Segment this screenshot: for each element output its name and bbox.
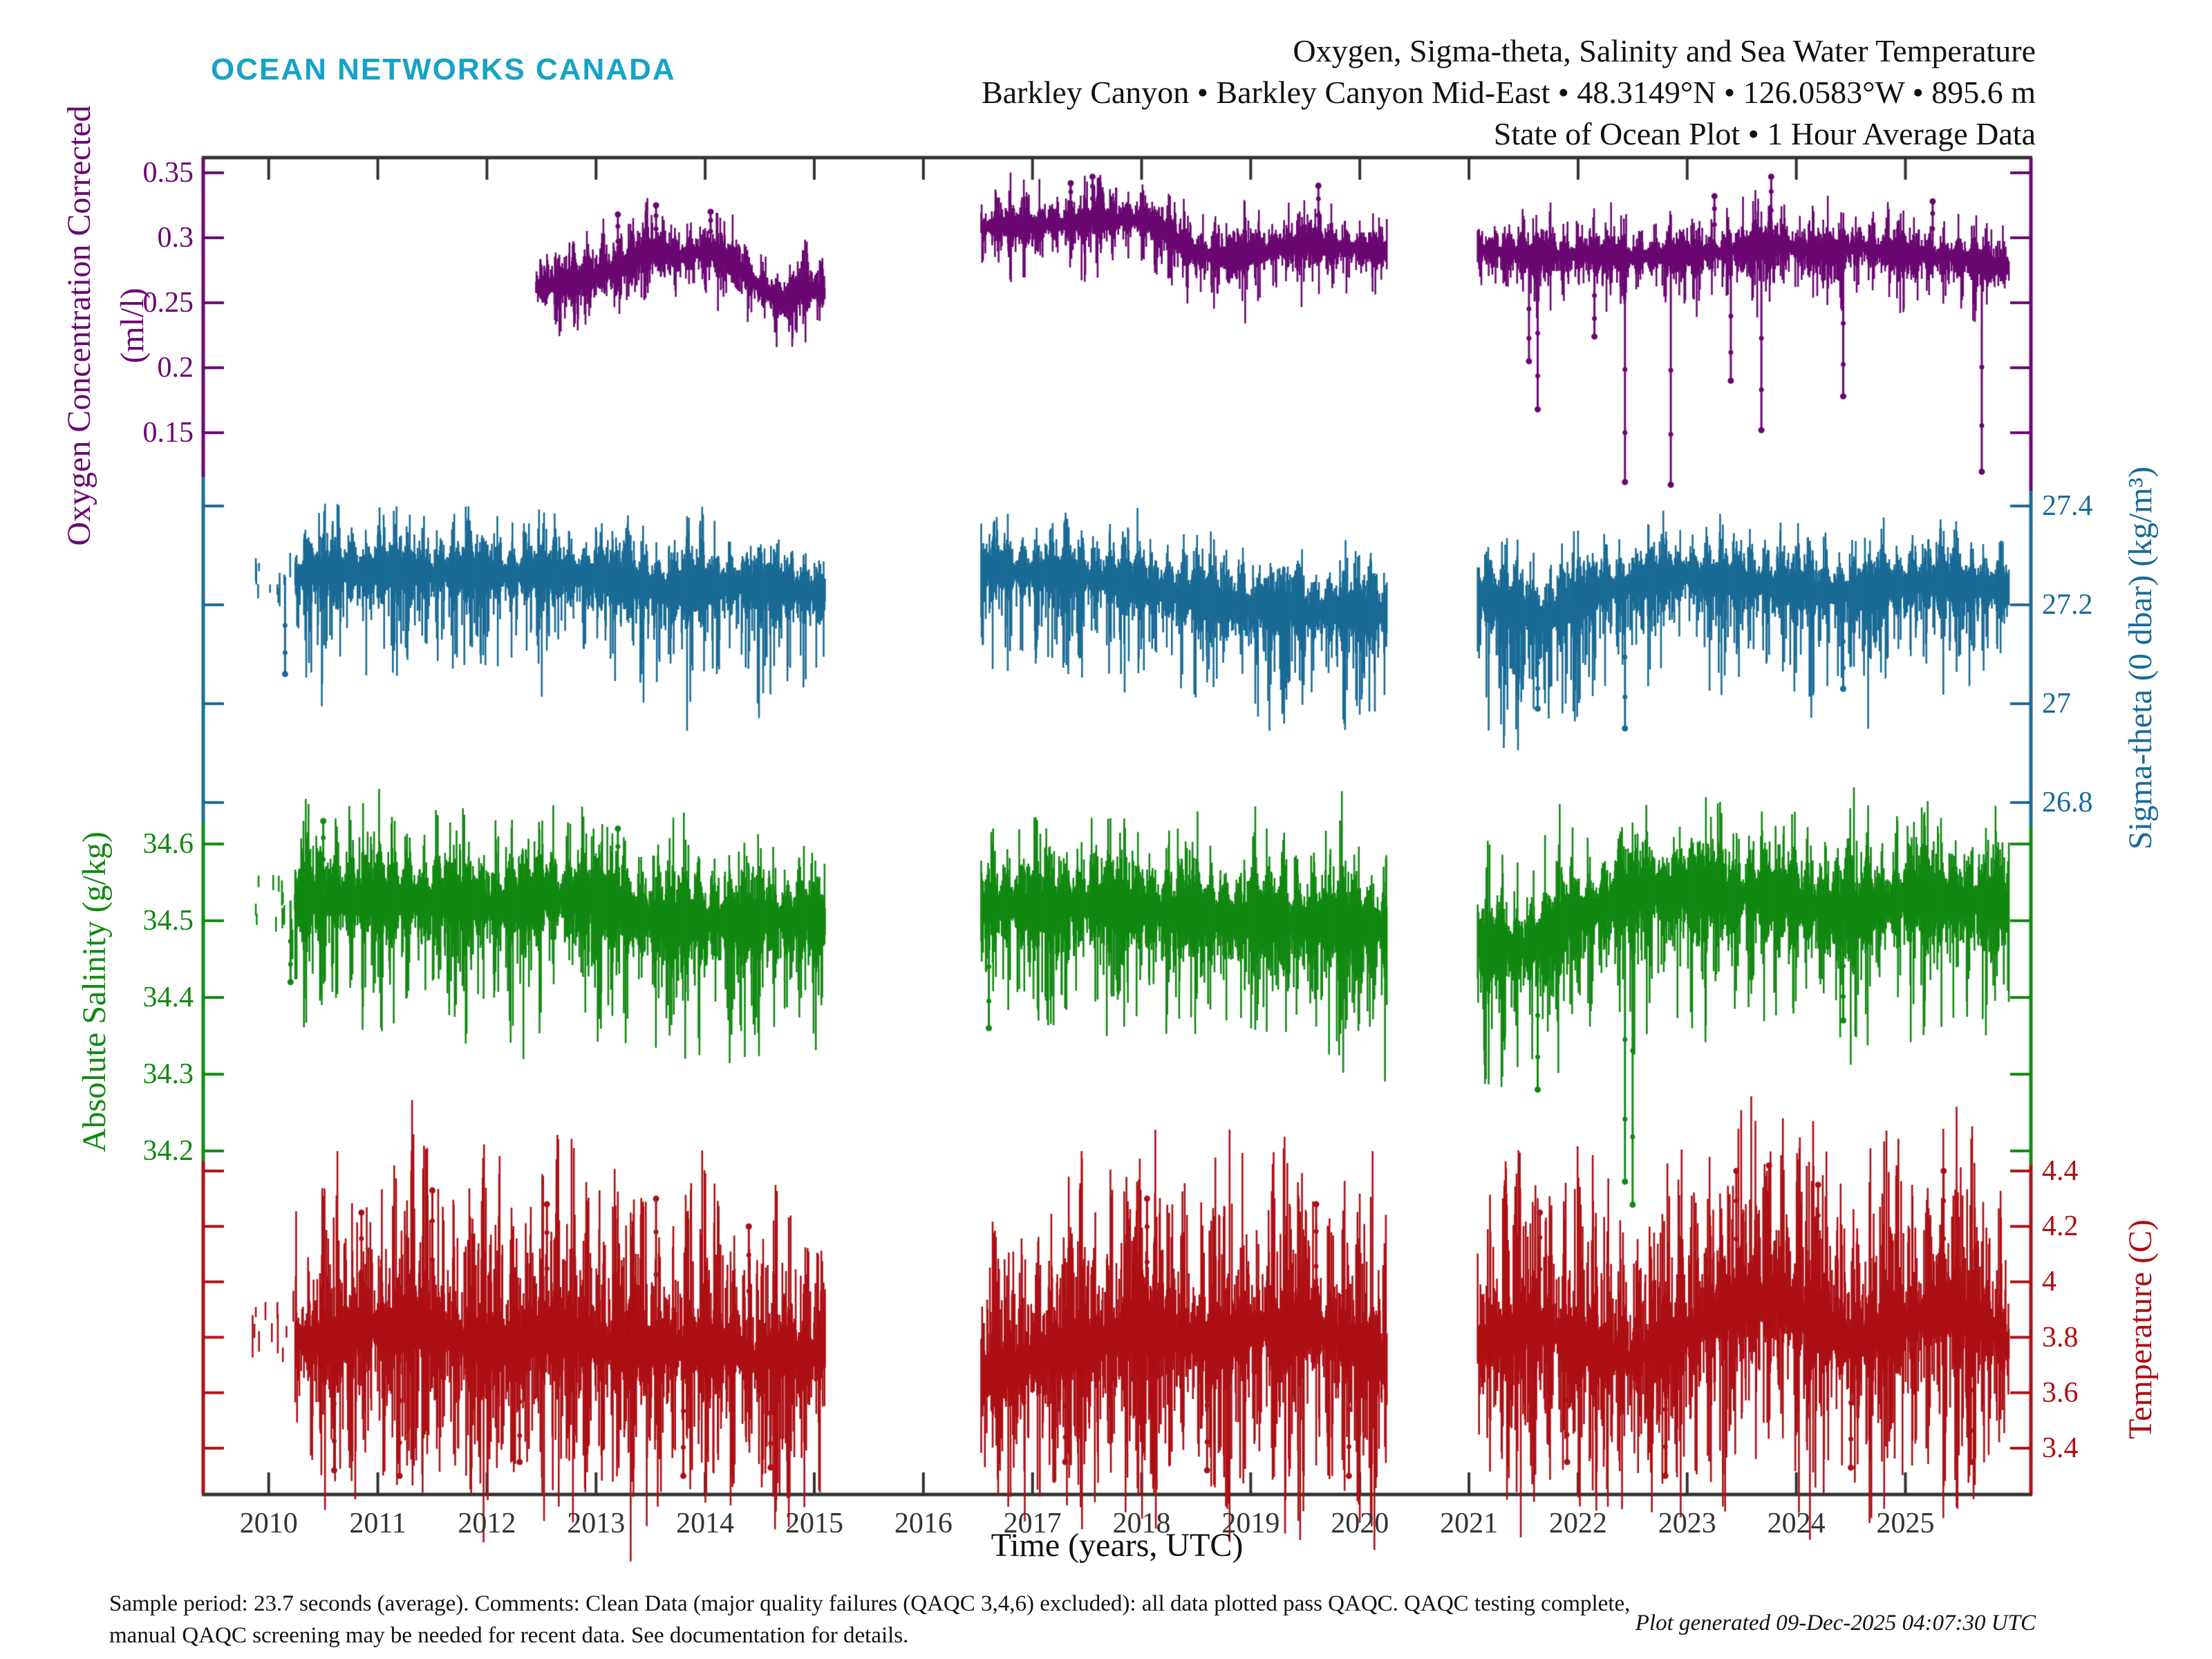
temperature-tick-label: 4 — [2042, 1266, 2056, 1298]
x-tick-label-2021: 2021 — [1440, 1508, 1499, 1539]
plot-generated-timestamp: Plot generated 09-Dec-2025 04:07:30 UTC — [1635, 1611, 2036, 1635]
temperature-axis-title: Temperature (C) — [2122, 1219, 2159, 1439]
plot-title-line3: State of Ocean Plot • 1 Hour Average Dat… — [1493, 116, 2036, 151]
oxygen-tick-label: 0.2 — [157, 352, 194, 384]
x-tick-label-2017: 2017 — [1003, 1508, 1062, 1539]
salinity-tick-label: 34.6 — [142, 828, 194, 860]
oxygen-tick-label: 0.35 — [142, 157, 194, 189]
plot-title-line1: Oxygen, Sigma-theta, Salinity and Sea Wa… — [1293, 33, 2036, 68]
ocean-networks-canada-logo: OCEAN NETWORKS CANADA — [211, 53, 676, 86]
x-tick-label-2013: 2013 — [567, 1508, 626, 1539]
salinity-tick-label: 34.2 — [142, 1135, 194, 1167]
x-tick-label-2018: 2018 — [1112, 1508, 1171, 1539]
x-tick-label-2014: 2014 — [676, 1508, 735, 1539]
x-tick-label-2019: 2019 — [1221, 1508, 1280, 1539]
temperature-tick-label: 4.4 — [2042, 1155, 2079, 1187]
oxygen-tick-label: 0.3 — [157, 222, 194, 254]
salinity-tick-label: 34.4 — [142, 982, 194, 1013]
oxygen-tick-label: 0.25 — [142, 287, 194, 319]
x-tick-label-2020: 2020 — [1331, 1508, 1389, 1539]
x-tick-label-2023: 2023 — [1658, 1508, 1716, 1539]
x-tick-label-2025: 2025 — [1876, 1508, 1935, 1539]
salinity-tick-label: 34.5 — [142, 905, 194, 937]
oxygen-axis-units: (ml/l) — [114, 288, 151, 364]
x-tick-label-2012: 2012 — [458, 1508, 516, 1539]
salinity-tick-label: 34.3 — [142, 1058, 194, 1090]
plot-title-block: Oxygen, Sigma-theta, Salinity and Sea Wa… — [982, 30, 2036, 155]
oxygen-tick-label: 0.15 — [142, 417, 194, 449]
sigma_theta-tick-label: 26.8 — [2042, 787, 2093, 818]
footer-note-line1: Sample period: 23.7 seconds (average). C… — [109, 1591, 1631, 1616]
sigma_theta-tick-label: 27 — [2042, 688, 2071, 720]
x-tick-label-2011: 2011 — [349, 1508, 406, 1539]
x-tick-label-2022: 2022 — [1548, 1508, 1607, 1539]
temperature-tick-label: 4.2 — [2042, 1210, 2079, 1243]
sigma_theta-tick-label: 27.4 — [2042, 490, 2093, 522]
x-tick-label-2024: 2024 — [1767, 1508, 1826, 1539]
x-tick-label-2010: 2010 — [239, 1508, 298, 1539]
plot-title-line2: Barkley Canyon • Barkley Canyon Mid-East… — [982, 75, 2036, 110]
x-tick-label-2016: 2016 — [894, 1508, 953, 1539]
temperature-tick-label: 3.6 — [2042, 1376, 2079, 1409]
sigma_theta-tick-label: 27.2 — [2042, 589, 2093, 621]
x-tick-label-2015: 2015 — [785, 1508, 843, 1539]
temperature-tick-label: 3.4 — [2042, 1432, 2079, 1464]
footer-note-line2: manual QAQC screening may be needed for … — [109, 1623, 909, 1648]
temperature-tick-label: 3.8 — [2042, 1321, 2079, 1353]
x-axis-title: Time (years, UTC) — [991, 1527, 1244, 1564]
